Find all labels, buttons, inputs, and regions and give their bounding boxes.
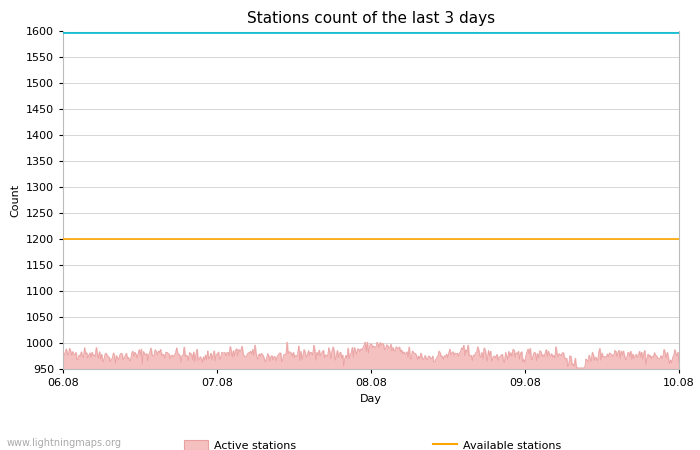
Y-axis label: Count: Count: [10, 184, 20, 217]
Legend: Active stations, Highest count of active stations ever, Available stations: Active stations, Highest count of active…: [179, 436, 566, 450]
X-axis label: Day: Day: [360, 394, 382, 404]
Title: Stations count of the last 3 days: Stations count of the last 3 days: [247, 11, 495, 26]
Text: www.lightningmaps.org: www.lightningmaps.org: [7, 438, 122, 448]
